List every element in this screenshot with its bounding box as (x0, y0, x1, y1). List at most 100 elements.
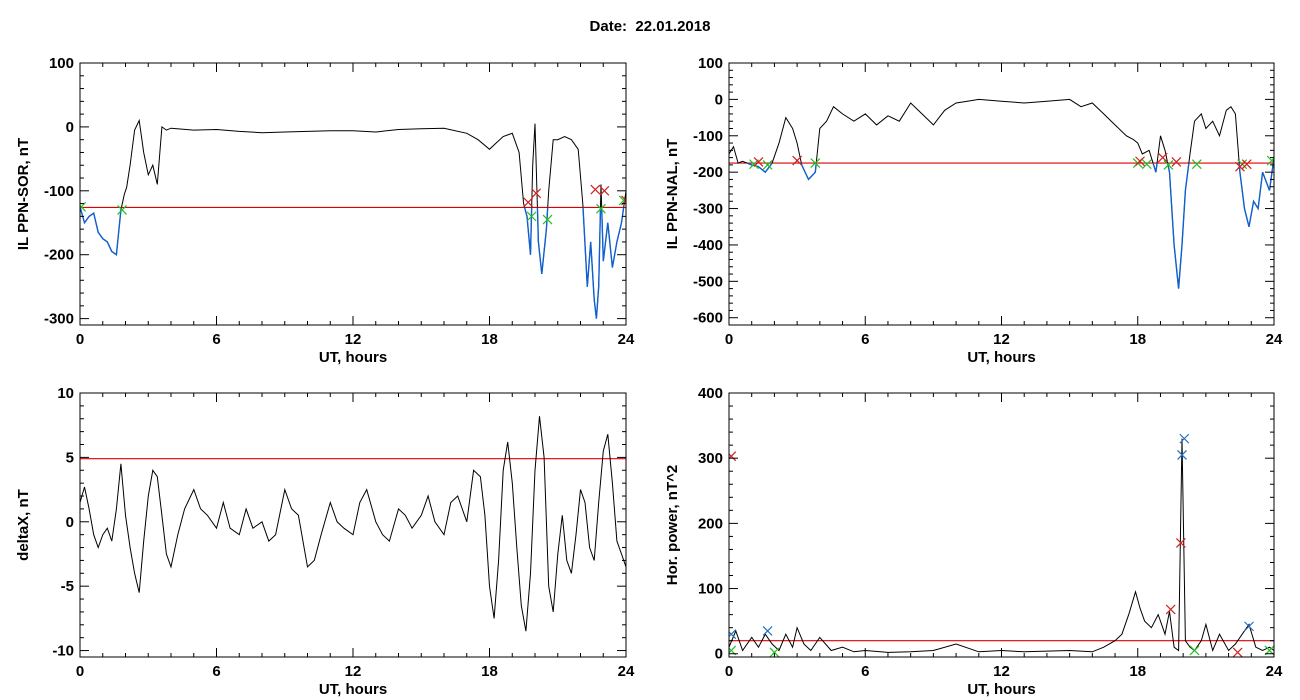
marker-blue (762, 626, 773, 636)
y-tick-label: -300 (693, 201, 723, 218)
plot-area-sor (80, 118, 626, 319)
plot-frame (728, 392, 1275, 658)
marker-green (810, 158, 821, 168)
marker-red (599, 185, 610, 196)
marker-green (1163, 159, 1174, 170)
y-tick-label: -500 (693, 273, 723, 290)
x-tick-label: 12 (345, 331, 362, 348)
x-tick-label: 18 (481, 331, 498, 348)
x-axis-title: UT, hours (319, 349, 387, 366)
x-tick-label: 24 (618, 331, 635, 348)
marker-red (729, 451, 737, 462)
plot-frame (79, 392, 627, 658)
marker-red (1232, 647, 1243, 657)
y-tick-label: 100 (698, 55, 723, 72)
marker-red (1235, 161, 1245, 172)
marker-red (1165, 604, 1176, 615)
plot-frame (79, 62, 627, 326)
y-tick-label: 100 (49, 55, 74, 72)
marker-blue (1177, 450, 1187, 460)
x-tick-label: 18 (1129, 331, 1146, 348)
marker-red (1171, 157, 1182, 167)
marker-green (762, 159, 773, 170)
marker-blue (729, 629, 737, 640)
series-line-0 (80, 118, 626, 319)
y-tick-label: 100 (698, 581, 723, 598)
y-tick-label: 0 (715, 91, 723, 108)
x-tick-label: 24 (618, 663, 635, 680)
marker-green (596, 203, 606, 214)
y-axis-title: IL PPN-SOR, nT (15, 138, 32, 250)
series-below-threshold (80, 207, 625, 319)
marker-red (531, 188, 542, 199)
panel-nal: 0 6 12 18 24 -600 -500 -400 -300 -200 -100 0 100 UT, … (664, 55, 1283, 366)
marker-red (1175, 538, 1186, 548)
x-tick-label: 6 (212, 663, 220, 680)
y-tick-label: 200 (698, 515, 723, 532)
panel-power: 0 6 12 18 24 0 100 200 300 400 UT, hours Hor. power… (664, 385, 1283, 698)
x-tick-label: 24 (1266, 331, 1283, 348)
marker-blue (1179, 433, 1190, 444)
x-tick-label: 6 (861, 331, 869, 348)
x-axis-title: UT, hours (319, 681, 387, 698)
y-tick-label: 0 (715, 646, 723, 663)
marker-green (1266, 155, 1274, 166)
plot-area-nal (729, 98, 1274, 289)
x-tick-label: 12 (993, 663, 1010, 680)
marker-red (1241, 159, 1252, 170)
marker-green (618, 195, 626, 206)
marker-green (1191, 159, 1202, 170)
x-tick-label: 18 (1129, 663, 1146, 680)
marker-red (792, 155, 803, 166)
x-tick-label: 24 (1266, 663, 1283, 680)
series-line-0 (729, 98, 1274, 289)
marker-green (526, 211, 537, 222)
y-tick-label: -300 (44, 311, 74, 328)
page-title: Date: 22.01.2018 (0, 18, 1300, 35)
x-tick-label: 18 (481, 663, 498, 680)
y-axis-title: IL PPN-NAL, nT (664, 139, 681, 250)
x-axis-title: UT, hours (967, 349, 1035, 366)
y-axis-title: deltaX, nT (15, 489, 32, 561)
x-tick-label: 0 (725, 331, 733, 348)
y-tick-label: -600 (693, 310, 723, 327)
series-below-threshold (737, 163, 1274, 289)
y-tick-label: -100 (693, 128, 723, 145)
panel-sor: 0 6 12 18 24 -300 -200 -100 0 100 UT, hours IL PPN-… (15, 55, 635, 366)
x-tick-label: 0 (76, 663, 84, 680)
y-tick-label: 0 (66, 119, 74, 136)
plot-area-power (729, 433, 1274, 657)
date-label: Date: (589, 18, 628, 35)
x-tick-label: 0 (76, 331, 84, 348)
marker-red (1135, 156, 1145, 167)
panel-deltax: 0 6 12 18 24 -10 -5 0 5 10 UT, hours deltaX, nT (15, 385, 635, 698)
y-tick-label: -200 (44, 247, 74, 264)
y-tick-label: 10 (57, 385, 74, 402)
marker-red (590, 184, 601, 195)
y-tick-label: -10 (52, 643, 74, 660)
marker-blue (1244, 621, 1254, 632)
x-tick-label: 6 (861, 663, 869, 680)
y-tick-label: 5 (66, 449, 74, 466)
y-tick-label: 0 (66, 514, 74, 531)
marker-green (542, 214, 553, 225)
marker-green (769, 647, 780, 657)
x-tick-label: 12 (993, 331, 1010, 348)
y-tick-label: -5 (61, 578, 74, 595)
date-value: 22.01.2018 (635, 18, 711, 35)
x-tick-label: 12 (345, 663, 362, 680)
y-tick-label: 300 (698, 450, 723, 467)
plot-area-deltax (80, 416, 626, 632)
y-tick-label: 400 (698, 385, 723, 402)
marker-red (523, 197, 534, 208)
y-tick-label: -100 (44, 183, 74, 200)
marker-red (753, 157, 764, 167)
series-line-0 (729, 438, 1274, 653)
x-axis-title: UT, hours (967, 681, 1035, 698)
marker-green (1141, 159, 1152, 170)
y-axis-title: Hor. power, nT^2 (664, 465, 681, 585)
plot-frame (728, 62, 1275, 326)
marker-green (117, 205, 128, 215)
y-tick-label: -200 (693, 164, 723, 181)
